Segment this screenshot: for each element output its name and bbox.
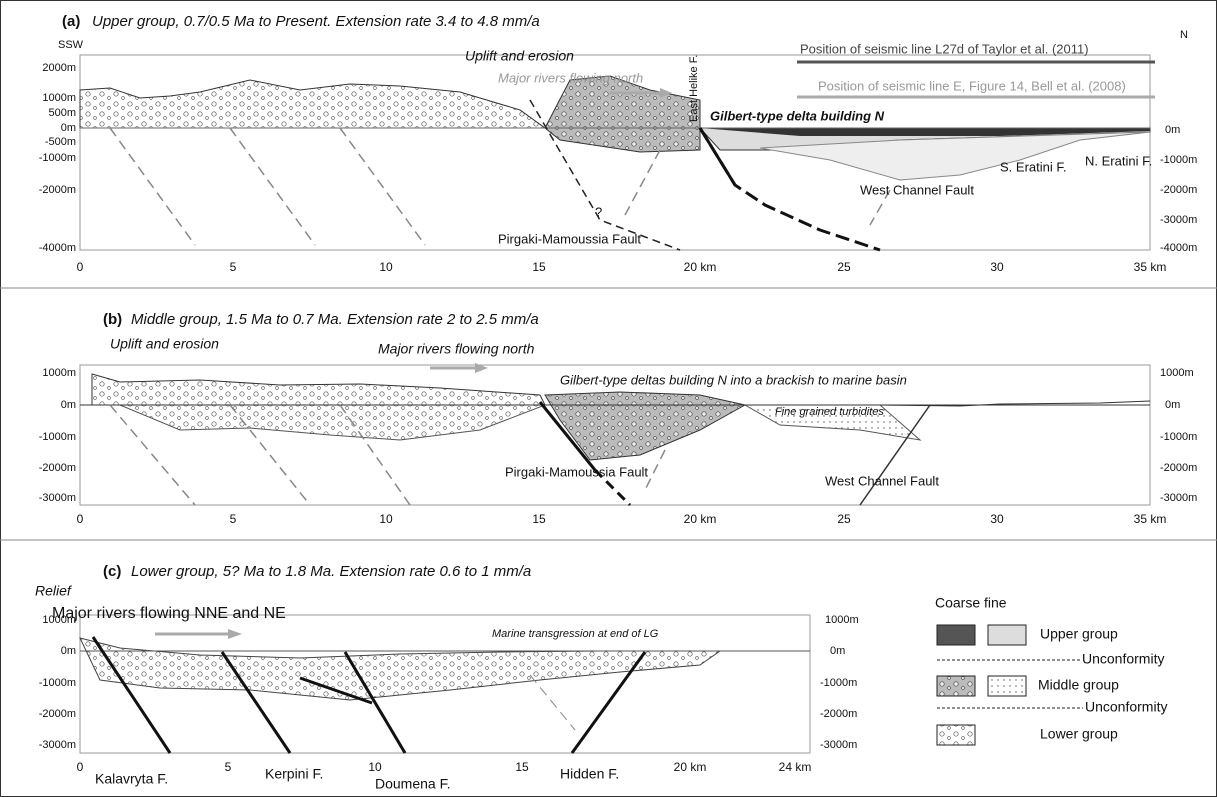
depth-label: 1000m <box>825 614 859 626</box>
annotation: Position of seismic line E, Figure 14, B… <box>818 78 1126 93</box>
direction: N <box>1180 29 1188 41</box>
legend-swatch <box>988 676 1026 696</box>
distance-label: 10 <box>368 760 382 774</box>
figure: (a) Upper group, 0.7/0.5 Ma to Present. … <box>0 0 1217 797</box>
depth-label: 0m <box>830 645 845 657</box>
distance-label: 10 <box>379 260 393 274</box>
distance-label: 25 <box>837 512 851 526</box>
legend-item: Unconformity <box>1082 651 1164 667</box>
distance-label: 0 <box>77 512 84 526</box>
depth-label: -2000m <box>39 184 76 196</box>
distance-label: 0 <box>77 260 84 274</box>
legend-swatch <box>988 625 1026 645</box>
annotation: Major rivers flowing NNE and NE <box>52 605 286 622</box>
annotation: West Channel Fault <box>860 182 974 197</box>
depth-label: -1000m <box>1160 431 1197 443</box>
legend-item: Lower group <box>1040 726 1118 742</box>
annotation: Fine grained turbidites <box>775 406 884 418</box>
distance-label: 25 <box>837 260 851 274</box>
depth-label: 0m <box>61 645 76 657</box>
legend-header: Coarse fine <box>935 595 1007 611</box>
distance-label: 35 km <box>1134 260 1167 274</box>
panel-label: (a) <box>62 13 80 30</box>
depth-label: 500m <box>48 107 76 119</box>
annotation: S. Eratini F. <box>1000 159 1066 174</box>
distance-label: 15 <box>515 760 529 774</box>
depth-label: -1000m <box>39 677 76 689</box>
distance-label: 15 <box>532 260 546 274</box>
annotation: Major rivers flowing north <box>498 70 643 85</box>
depth-label: -3000m <box>1160 492 1197 504</box>
distance-label: 20 km <box>684 512 717 526</box>
annotation: East Helike F. <box>688 55 700 122</box>
depth-label: 1000m <box>1160 367 1194 379</box>
legend-swatch <box>937 676 975 696</box>
depth-label: 0m <box>61 122 76 134</box>
annotation: Marine transgression at end of LG <box>492 628 659 640</box>
annotation: Gilbert-type deltas building N into a br… <box>560 372 907 387</box>
distance-label: 24 km <box>779 760 812 774</box>
depth-label: -2000m <box>1160 184 1197 196</box>
annotation: Doumena F. <box>375 776 450 792</box>
depth-label: -4000m <box>39 242 76 254</box>
depth-label: -1000m <box>39 431 76 443</box>
panel-title: Lower group, 5? Ma to 1.8 Ma. Extension … <box>131 563 531 580</box>
distance-label: 30 <box>990 512 1004 526</box>
depth-label: -3000m <box>39 492 76 504</box>
annotation: Uplift and erosion <box>465 48 574 64</box>
legend-swatch <box>937 725 975 745</box>
annotation: Uplift and erosion <box>110 336 219 352</box>
legend-item: Middle group <box>1038 677 1119 693</box>
distance-label: 20 km <box>674 760 707 774</box>
annotation: Position of seismic line L27d of Taylor … <box>800 41 1089 56</box>
depth-label: -2000m <box>820 708 857 720</box>
legend-item: Upper group <box>1040 626 1118 642</box>
distance-label: 15 <box>532 512 546 526</box>
annotation: Relief <box>35 583 73 599</box>
depth-label: -3000m <box>820 739 857 751</box>
depth-label: 0m <box>1165 124 1180 136</box>
annotation: West Channel Fault <box>825 473 939 488</box>
annotation: Major rivers flowing north <box>378 341 535 357</box>
panel-title: Upper group, 0.7/0.5 Ma to Present. Exte… <box>92 13 540 30</box>
legend-item: Unconformity <box>1085 699 1167 715</box>
distance-label: 0 <box>77 760 84 774</box>
distance-label: 30 <box>990 260 1004 274</box>
distance-label: 35 km <box>1134 512 1167 526</box>
depth-label: -4000m <box>1160 242 1197 254</box>
annotation: Kerpini F. <box>265 766 323 782</box>
depth-label: -3000m <box>39 739 76 751</box>
distance-label: 5 <box>230 260 237 274</box>
distance-label: 5 <box>230 512 237 526</box>
depth-label: -1000m <box>39 152 76 164</box>
panel-title: Middle group, 1.5 Ma to 0.7 Ma. Extensio… <box>131 311 539 328</box>
depth-label: 0m <box>61 399 76 411</box>
depth-label: 0m <box>1165 399 1180 411</box>
distance-label: 5 <box>225 760 232 774</box>
annotation: Pirgaki-Mamoussia Fault <box>498 231 641 246</box>
depth-label: 2000m <box>42 62 76 74</box>
depth-label: 1000m <box>42 367 76 379</box>
depth-label: -2000m <box>1160 462 1197 474</box>
annotation: N. Eratini F. <box>1085 153 1152 168</box>
depth-label: -1000m <box>820 677 857 689</box>
depth-label: -500m <box>45 136 76 148</box>
panel-label: (c) <box>103 563 121 580</box>
distance-label: 10 <box>379 512 393 526</box>
annotation: ? <box>595 204 602 219</box>
distance-label: 20 km <box>684 260 717 274</box>
depth-label: 1000m <box>42 92 76 104</box>
legend-swatch <box>937 625 975 645</box>
depth-label: -3000m <box>1160 214 1197 226</box>
annotation: Pirgaki-Mamoussia Fault <box>505 464 648 479</box>
direction: SSW <box>58 39 84 51</box>
panel-label: (b) <box>103 311 122 328</box>
annotation: Hidden F. <box>560 766 619 782</box>
annotation: Kalavryta F. <box>95 771 168 787</box>
depth-label: -1000m <box>1160 154 1197 166</box>
depth-label: -2000m <box>39 708 76 720</box>
depth-label: -2000m <box>39 462 76 474</box>
annotation: Gilbert-type delta building N <box>710 108 885 123</box>
